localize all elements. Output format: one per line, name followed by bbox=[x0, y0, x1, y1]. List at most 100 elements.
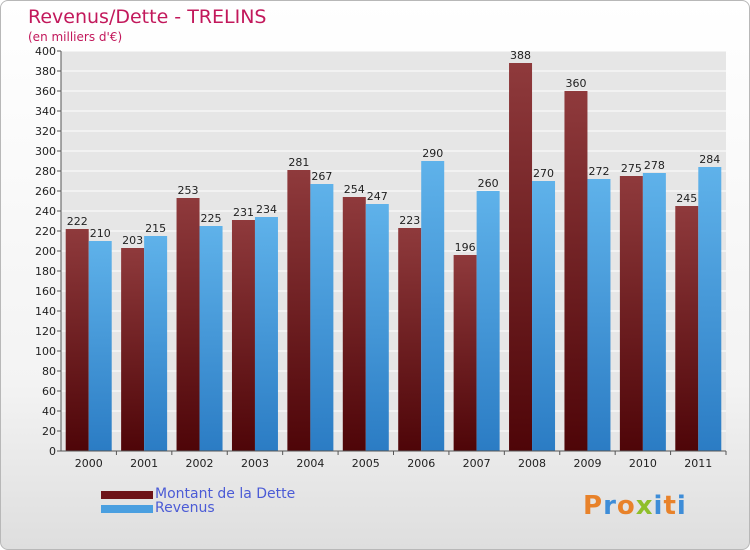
data-label: 225 bbox=[201, 212, 222, 225]
legend-label-revenus: Revenus bbox=[155, 500, 215, 516]
data-label: 210 bbox=[90, 227, 111, 240]
bar-revenus bbox=[421, 161, 445, 451]
data-label: 196 bbox=[455, 241, 476, 254]
y-tick-label: 180 bbox=[35, 265, 56, 278]
data-label: 253 bbox=[178, 184, 199, 197]
data-label: 215 bbox=[145, 222, 166, 235]
bars bbox=[65, 63, 722, 451]
bar-debt bbox=[176, 198, 200, 451]
x-tick-label: 2009 bbox=[573, 457, 601, 470]
x-tick-label: 2008 bbox=[518, 457, 546, 470]
bar-revenus bbox=[310, 184, 334, 451]
data-label: 231 bbox=[233, 206, 254, 219]
grid-lines bbox=[61, 50, 726, 452]
bar-debt bbox=[287, 170, 311, 451]
bar-debt bbox=[675, 206, 699, 451]
data-label: 272 bbox=[588, 165, 609, 178]
y-tick-label: 360 bbox=[35, 85, 56, 98]
logo-letter: t bbox=[663, 491, 677, 521]
y-tick-label: 0 bbox=[49, 445, 56, 458]
data-label: 223 bbox=[399, 214, 420, 227]
data-label: 270 bbox=[533, 167, 554, 180]
legend-swatch-revenus bbox=[101, 505, 153, 513]
x-tick-label: 2007 bbox=[463, 457, 491, 470]
bar-revenus bbox=[587, 179, 611, 451]
y-tick-label: 320 bbox=[35, 125, 56, 138]
logo-letter: P bbox=[583, 491, 604, 521]
x-tick-label: 2005 bbox=[352, 457, 380, 470]
bar-debt bbox=[121, 248, 145, 451]
bar-debt bbox=[509, 63, 533, 451]
data-label: 388 bbox=[510, 49, 531, 62]
x-axis-ticks: 2000 2001 2002 2003 2004 2005 2006 2007 2008 2009… bbox=[75, 451, 727, 470]
y-tick-label: 200 bbox=[35, 245, 56, 258]
x-tick-label: 2001 bbox=[130, 457, 158, 470]
y-tick-label: 100 bbox=[35, 345, 56, 358]
x-tick-label: 2002 bbox=[186, 457, 214, 470]
y-tick-label: 20 bbox=[42, 425, 56, 438]
data-label: 203 bbox=[122, 234, 143, 247]
data-label: 260 bbox=[478, 177, 499, 190]
bar-revenus bbox=[199, 226, 223, 451]
y-tick-label: 400 bbox=[35, 45, 56, 58]
bar-debt bbox=[619, 176, 643, 451]
x-tick-label: 2000 bbox=[75, 457, 103, 470]
data-label: 222 bbox=[67, 215, 88, 228]
legend-label-debt: Montant de la Dette bbox=[155, 486, 296, 502]
y-tick-label: 120 bbox=[35, 325, 56, 338]
data-label: 281 bbox=[288, 156, 309, 169]
y-tick-label: 80 bbox=[42, 365, 56, 378]
proxiti-logo: Proxiti bbox=[583, 491, 687, 521]
chart-title: Revenus/Dette - TRELINS bbox=[28, 6, 267, 28]
y-tick-label: 40 bbox=[42, 405, 56, 418]
y-tick-label: 300 bbox=[35, 145, 56, 158]
legend-swatch-debt bbox=[101, 491, 153, 499]
y-tick-label: 60 bbox=[42, 385, 56, 398]
data-label: 254 bbox=[344, 183, 365, 196]
bar-debt bbox=[564, 91, 588, 451]
y-tick-label: 280 bbox=[35, 165, 56, 178]
data-label: 278 bbox=[644, 159, 665, 172]
bar-revenus bbox=[365, 204, 389, 451]
y-tick-label: 220 bbox=[35, 225, 56, 238]
x-tick-label: 2003 bbox=[241, 457, 269, 470]
bar-revenus bbox=[144, 236, 168, 451]
data-label: 245 bbox=[676, 192, 697, 205]
data-label: 360 bbox=[565, 77, 586, 90]
y-tick-label: 340 bbox=[35, 105, 56, 118]
data-label: 247 bbox=[367, 190, 388, 203]
data-label: 275 bbox=[621, 162, 642, 175]
bar-revenus bbox=[88, 241, 112, 451]
data-label: 284 bbox=[699, 153, 720, 166]
data-label: 267 bbox=[311, 170, 332, 183]
chart-subtitle: (en milliers d'€) bbox=[28, 30, 123, 44]
logo-letter: o bbox=[616, 491, 636, 521]
bar-revenus bbox=[254, 217, 278, 451]
bar-debt bbox=[231, 220, 255, 451]
bar-revenus bbox=[642, 173, 666, 451]
x-tick-label: 2010 bbox=[629, 457, 657, 470]
y-tick-label: 140 bbox=[35, 305, 56, 318]
data-label: 234 bbox=[256, 203, 277, 216]
logo-letter: i bbox=[653, 491, 664, 521]
x-tick-label: 2004 bbox=[296, 457, 324, 470]
bar-debt bbox=[398, 228, 422, 451]
bar-revenus bbox=[698, 167, 722, 451]
y-tick-label: 260 bbox=[35, 185, 56, 198]
x-tick-label: 2006 bbox=[407, 457, 435, 470]
data-label: 290 bbox=[422, 147, 443, 160]
y-tick-label: 240 bbox=[35, 205, 56, 218]
bar-debt bbox=[65, 229, 89, 451]
logo-letter: x bbox=[635, 491, 654, 521]
bar-revenus bbox=[476, 191, 500, 451]
y-tick-label: 380 bbox=[35, 65, 56, 78]
y-tick-label: 160 bbox=[35, 285, 56, 298]
bar-revenus bbox=[532, 181, 556, 451]
bar-debt bbox=[342, 197, 366, 451]
bar-debt bbox=[453, 255, 477, 451]
x-tick-label: 2011 bbox=[684, 457, 712, 470]
logo-letter: r bbox=[603, 491, 617, 521]
